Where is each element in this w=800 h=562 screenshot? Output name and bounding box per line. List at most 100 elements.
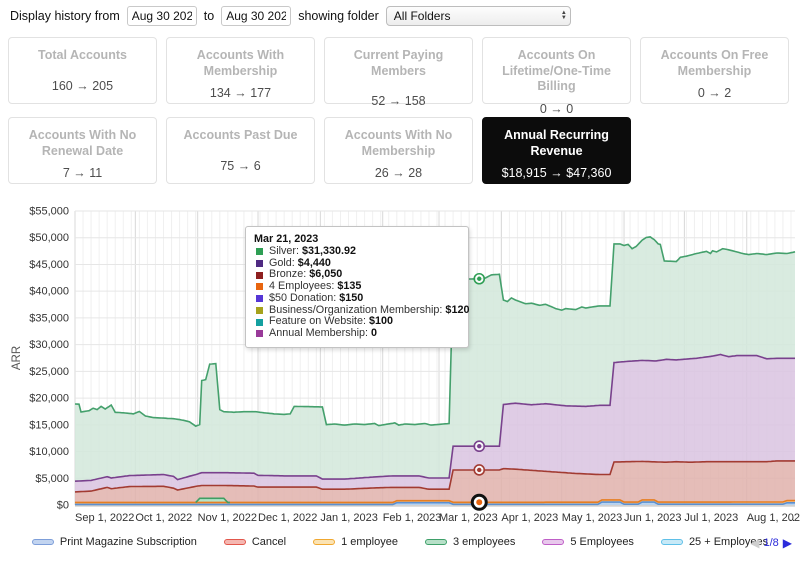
stat-card-value: 7 → 11 (62, 166, 103, 181)
stat-card-title: Current Paying Members (353, 48, 444, 78)
y-tick-label: $40,000 (29, 286, 69, 298)
arr-history-chart: $0 $5,000 $10,000 $15,000 $20,000 $25,000 $30,… (0, 200, 800, 562)
tooltip-series-value: $100 (366, 315, 394, 328)
legend-prev-button[interactable]: ◀ (750, 536, 760, 550)
tooltip-series-label: Bronze: (269, 268, 307, 281)
area-band-three-employees-silver (75, 236, 795, 482)
legend-label: 3 employees (452, 536, 516, 548)
legend-item-25-employees[interactable]: 25 + Employees (660, 536, 769, 548)
legend-pagination: ◀ 1/8 ▶ (750, 536, 792, 550)
legend-label: Print Magazine Subscription (59, 536, 197, 548)
stat-cards-row-1: Total Accounts 160 → 205 Accounts With Mem… (8, 37, 792, 116)
legend-next-button[interactable]: ▶ (782, 536, 792, 550)
band-line-three-employees-silver (74, 236, 796, 428)
stat-card-title: Accounts On Free Membership (660, 48, 769, 78)
legend-swatch-icon (542, 539, 565, 545)
series-swatch-icon (256, 248, 263, 256)
y-tick-label: $0 (57, 500, 69, 512)
legend-item-5-employees[interactable]: 5 Employees (542, 536, 634, 548)
y-tick-label: $25,000 (29, 366, 69, 378)
legend-page-indicator: 1/8 (763, 537, 779, 549)
y-tick-label: $5,000 (35, 473, 69, 485)
legend-item-3-employees[interactable]: 3 employees (424, 536, 516, 548)
x-tick-label: Aug 1, 2023 (747, 512, 800, 524)
stat-card-value: 52 → 158 (371, 94, 426, 109)
tooltip-series-value: $150 (336, 291, 364, 304)
tooltip-series-value: $31,330.92 (299, 245, 357, 257)
chart-tooltip: Mar 21, 2023 Silver: $31,330.92 Gold: $4,… (245, 226, 469, 348)
band-line-five-employees-gold (74, 353, 795, 482)
folder-select[interactable]: All Folders ▲ ▼ (385, 6, 571, 26)
tooltip-series-label: 4 Employees: (269, 280, 335, 293)
stat-cards-row-2: Accounts With No Renewal Date 7 → 11 Accou… (8, 117, 792, 184)
series-swatch-icon (256, 330, 263, 338)
area-band-small-green-bump (75, 498, 795, 503)
arr-chart-canvas[interactable]: $0 $5,000 $10,000 $15,000 $20,000 $25,000 $30,… (0, 200, 800, 536)
display-history-label: Display history from (10, 9, 120, 23)
legend-swatch-icon (31, 539, 54, 545)
series-swatch-icon (256, 271, 263, 279)
stat-card-value: 0 → 2 (697, 86, 732, 101)
legend-swatch-icon (313, 539, 336, 545)
x-tick-label: Oct 1, 2022 (135, 512, 192, 524)
legend-item-1-employee[interactable]: 1 employee (313, 536, 398, 548)
tooltip-series-value: $120 (442, 303, 470, 316)
from-date-input[interactable] (126, 6, 197, 26)
series-swatch-icon (256, 318, 263, 326)
y-tick-label: $20,000 (29, 393, 69, 405)
tooltip-series-label: Gold: (269, 256, 295, 269)
tooltip-row-silver: Silver: $31,330.92 (254, 245, 460, 258)
x-tick-label: Jun 1, 2023 (624, 512, 682, 524)
tooltip-series-value: $6,050 (306, 268, 343, 281)
tooltip-row-4-employees: 4 Employees: $135 (254, 280, 460, 293)
legend-swatch-icon (660, 539, 683, 545)
y-tick-label: $10,000 (29, 446, 69, 458)
area-band-cancel-bronze (75, 460, 795, 503)
x-tick-label: Nov 1, 2022 (198, 512, 257, 524)
area-band-five-employees-gold (75, 354, 795, 492)
to-label: to (203, 9, 215, 23)
hover-marker-dot (476, 499, 483, 506)
legend-item-cancel[interactable]: Cancel (223, 536, 287, 548)
history-toolbar: Display history from to showing folder A… (10, 6, 571, 26)
series-swatch-icon (256, 260, 263, 268)
hover-marker-dot (477, 467, 482, 473)
to-date-input[interactable] (221, 6, 292, 26)
tooltip-series-value: $135 (334, 280, 362, 293)
x-tick-label: .. (789, 512, 795, 524)
select-stepper-icon: ▲ ▼ (560, 10, 567, 21)
stat-card-value: 134 → 177 (209, 86, 272, 101)
stat-card-value: $18,915 → $47,360 (501, 166, 612, 181)
hover-marker-dot (477, 276, 482, 281)
series-swatch-icon (256, 283, 263, 291)
stat-card-value: 160 → 205 (51, 78, 114, 93)
stat-card-accounts-with-membership: Accounts With Membership 134 → 177 (166, 37, 315, 104)
legend-item-print-magazine-subscription[interactable]: Print Magazine Subscription (31, 536, 197, 548)
legend-label: Cancel (251, 536, 287, 548)
stat-card-annual-recurring-revenue: Annual Recurring Revenue $18,915 → $47,36… (482, 117, 631, 184)
legend-label: 25 + Employees (688, 536, 769, 548)
tooltip-series-label: Annual Membership: (269, 326, 369, 339)
hover-marker-dot (477, 444, 482, 449)
series-swatch-icon (256, 295, 263, 303)
band-line-small-green-bump (195, 497, 230, 504)
band-line-one-employee (75, 499, 795, 504)
stat-card-accounts-with-no-membership: Accounts With No Membership 26 → 28 (324, 117, 473, 184)
stat-card-title: Accounts With No Renewal Date (28, 128, 137, 158)
y-tick-label: $55,000 (29, 206, 69, 218)
stat-card-value: 26 → 28 (374, 166, 423, 181)
x-tick-label: Dec 1, 2022 (258, 512, 317, 524)
y-tick-label: $30,000 (29, 339, 69, 351)
y-tick-label: $35,000 (29, 312, 69, 324)
stat-card-accounts-past-due: Accounts Past Due 75 → 6 (166, 117, 315, 184)
legend-label: 1 employee (341, 536, 398, 548)
y-tick-label: $50,000 (29, 232, 69, 244)
y-tick-label: $45,000 (29, 259, 69, 271)
x-tick-label: Feb 1, 2023 (383, 512, 442, 524)
tooltip-row-annual-membership: Annual Membership: 0 (254, 326, 460, 340)
series-swatch-icon (256, 306, 263, 314)
y-axis-title: ARR (11, 346, 23, 370)
stat-card-title: Total Accounts (38, 48, 127, 62)
x-tick-label: Apr 1, 2023 (501, 512, 558, 524)
